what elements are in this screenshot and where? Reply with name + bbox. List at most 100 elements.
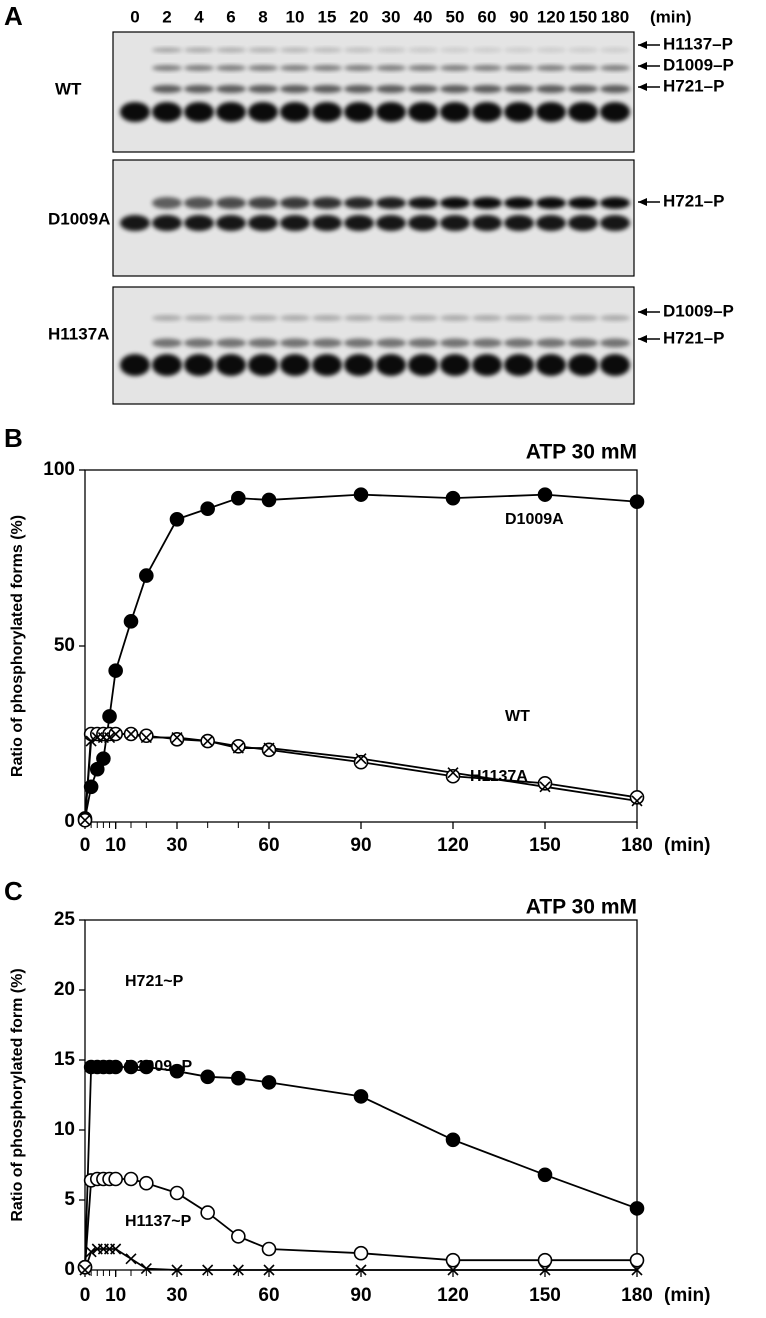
gel-band bbox=[120, 354, 150, 376]
cross-stroke bbox=[171, 731, 183, 744]
gel-band bbox=[472, 102, 502, 122]
x-tick-label: 60 bbox=[258, 1285, 279, 1306]
band-label: D1009–P bbox=[663, 55, 734, 74]
gel-band bbox=[408, 65, 438, 71]
gel-band bbox=[216, 47, 246, 53]
y-tick-label: 15 bbox=[54, 1049, 76, 1070]
gel-band bbox=[376, 338, 406, 348]
lane-label: 4 bbox=[194, 7, 204, 26]
gel-band bbox=[536, 102, 566, 122]
gel-band bbox=[376, 215, 406, 231]
gel-band bbox=[440, 65, 470, 71]
cross-stroke bbox=[202, 735, 214, 747]
gel-band bbox=[216, 354, 246, 376]
gel-band bbox=[312, 354, 342, 376]
x-tick-label: 120 bbox=[437, 835, 469, 856]
open-marker bbox=[629, 790, 645, 805]
cross-marker bbox=[539, 781, 551, 793]
cross-marker bbox=[140, 1263, 152, 1275]
gel-band bbox=[216, 215, 246, 231]
gel-band bbox=[312, 315, 342, 321]
gel-band bbox=[280, 354, 310, 376]
x-tick-label: 150 bbox=[529, 1285, 561, 1306]
band-arrowhead bbox=[638, 335, 647, 343]
gel-band bbox=[568, 65, 598, 71]
gel-band bbox=[536, 65, 566, 71]
cross-stroke bbox=[103, 731, 116, 744]
gel-band bbox=[504, 215, 534, 231]
gel-row-label: WT bbox=[55, 79, 82, 98]
gel-band bbox=[248, 102, 278, 122]
open-marker bbox=[261, 1241, 277, 1257]
gel-band bbox=[472, 354, 502, 376]
gel-band bbox=[184, 47, 214, 53]
gel-band bbox=[248, 315, 278, 321]
gel-band bbox=[568, 197, 598, 209]
gel-band bbox=[504, 315, 534, 321]
gel-band bbox=[536, 85, 566, 93]
cross-marker bbox=[447, 767, 459, 779]
gel-band bbox=[280, 65, 310, 71]
filled-marker bbox=[89, 761, 105, 777]
filled-marker bbox=[231, 1070, 246, 1086]
gel-band bbox=[504, 65, 534, 71]
band-arrowhead bbox=[638, 198, 647, 206]
gel-band bbox=[216, 197, 246, 209]
lane-label: 40 bbox=[414, 7, 433, 26]
gel-row-label: H1137A bbox=[48, 324, 109, 343]
cross-marker bbox=[631, 795, 643, 807]
gel-band bbox=[216, 338, 246, 348]
gel-band bbox=[600, 47, 630, 53]
y-tick-label: 20 bbox=[54, 979, 75, 1000]
gel-band bbox=[440, 102, 470, 122]
gel-band bbox=[440, 85, 470, 93]
gel-band bbox=[568, 315, 598, 321]
cross-marker bbox=[85, 735, 97, 747]
filled-marker bbox=[261, 492, 277, 508]
cross-stroke bbox=[539, 781, 551, 793]
cross-marker bbox=[110, 1243, 122, 1255]
cross-stroke bbox=[232, 742, 244, 754]
gel-band bbox=[440, 315, 470, 321]
gel-band bbox=[344, 65, 374, 71]
filled-marker bbox=[169, 1063, 185, 1079]
open-marker bbox=[231, 739, 246, 754]
lane-label: 20 bbox=[350, 7, 369, 26]
band-label: H1137–P bbox=[663, 34, 733, 53]
gel-band bbox=[248, 85, 278, 93]
gel-band bbox=[216, 102, 246, 122]
x-tick-label: 60 bbox=[258, 835, 279, 856]
lane-label: 30 bbox=[382, 7, 401, 26]
filled-marker bbox=[139, 1059, 154, 1075]
gel-band bbox=[120, 215, 150, 231]
gel-band bbox=[216, 315, 246, 321]
gel-band bbox=[408, 354, 438, 376]
y-tick-label: 25 bbox=[54, 909, 76, 930]
cross-marker bbox=[125, 728, 137, 740]
cross-stroke bbox=[447, 767, 459, 779]
gel-band bbox=[536, 338, 566, 348]
open-marker bbox=[445, 768, 461, 784]
x-tick-label: 0 bbox=[80, 1285, 91, 1306]
cross-stroke bbox=[125, 1253, 137, 1265]
cross-stroke bbox=[85, 735, 97, 747]
gel-band bbox=[184, 215, 214, 231]
open-marker bbox=[200, 1205, 215, 1220]
x-tick-label: 0 bbox=[80, 835, 91, 856]
gel-band bbox=[504, 197, 534, 209]
lane-label: 6 bbox=[226, 7, 235, 26]
gel-band bbox=[152, 102, 182, 122]
chart-title: ATP 30 mM bbox=[526, 441, 637, 464]
gel-band bbox=[344, 102, 374, 122]
gel-band bbox=[536, 315, 566, 321]
gel-band bbox=[152, 354, 182, 376]
band-arrowhead bbox=[638, 62, 647, 70]
gel-band bbox=[152, 215, 182, 231]
gel-band bbox=[312, 85, 342, 93]
gel-band bbox=[472, 315, 502, 321]
chart-title: ATP 30 mM bbox=[526, 896, 637, 919]
filled-marker bbox=[445, 1132, 461, 1148]
gel-band bbox=[280, 197, 310, 209]
cross-stroke bbox=[85, 1246, 97, 1258]
filled-marker bbox=[445, 490, 461, 506]
